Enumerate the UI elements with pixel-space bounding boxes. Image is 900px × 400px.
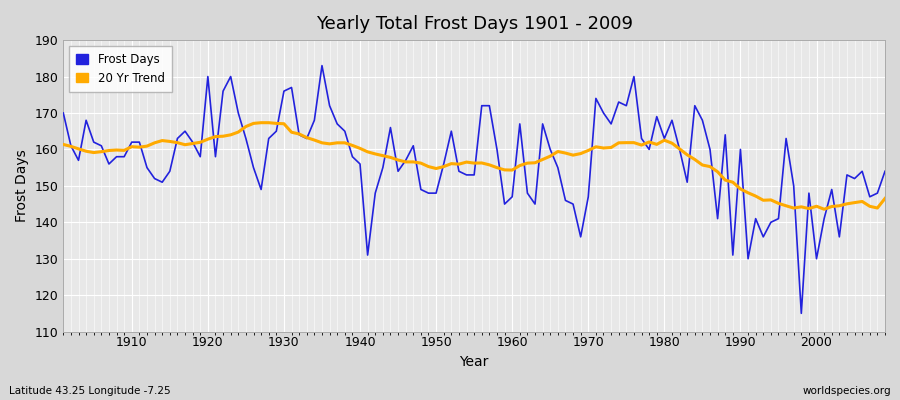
Title: Yearly Total Frost Days 1901 - 2009: Yearly Total Frost Days 1901 - 2009 bbox=[316, 15, 633, 33]
Text: worldspecies.org: worldspecies.org bbox=[803, 386, 891, 396]
Legend: Frost Days, 20 Yr Trend: Frost Days, 20 Yr Trend bbox=[69, 46, 172, 92]
X-axis label: Year: Year bbox=[460, 355, 489, 369]
Y-axis label: Frost Days: Frost Days bbox=[15, 150, 29, 222]
Text: Latitude 43.25 Longitude -7.25: Latitude 43.25 Longitude -7.25 bbox=[9, 386, 171, 396]
